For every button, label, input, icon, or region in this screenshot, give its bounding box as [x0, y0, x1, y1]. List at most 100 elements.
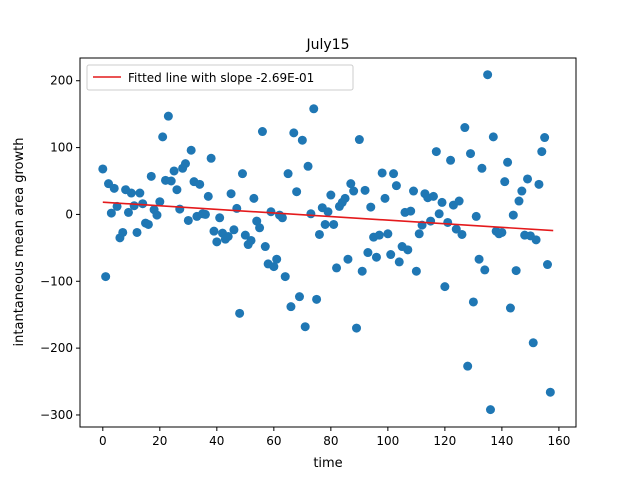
data-point: [183, 215, 193, 225]
data-point: [320, 219, 330, 229]
data-point: [280, 272, 290, 282]
data-point: [277, 213, 287, 223]
data-point: [386, 250, 396, 260]
data-point: [118, 227, 128, 237]
data-point: [354, 135, 364, 145]
data-point: [326, 190, 336, 200]
data-point: [454, 196, 464, 206]
y-tick-label: −100: [40, 274, 73, 288]
data-point: [332, 263, 342, 273]
x-axis-label: time: [313, 456, 342, 471]
data-point: [195, 179, 205, 189]
data-point: [505, 303, 515, 313]
data-point: [514, 196, 524, 206]
data-point: [169, 166, 179, 176]
data-point: [314, 229, 324, 239]
data-point: [434, 209, 444, 219]
legend-label: Fitted line with slope -2.69E-01: [128, 71, 314, 85]
data-point: [477, 163, 487, 173]
data-points: [98, 70, 555, 415]
y-tick-label: −200: [40, 341, 73, 355]
data-point: [531, 235, 541, 245]
data-point: [257, 127, 267, 137]
data-point: [109, 183, 119, 193]
data-point: [132, 227, 142, 237]
data-point: [272, 254, 282, 264]
y-tick-label: 100: [50, 141, 73, 155]
data-point: [101, 272, 111, 282]
data-point: [457, 229, 467, 239]
data-point: [226, 189, 236, 199]
data-point: [537, 147, 547, 157]
data-point: [409, 186, 419, 196]
data-point: [152, 210, 162, 220]
data-point: [215, 213, 225, 223]
data-point: [135, 188, 145, 198]
data-point: [163, 111, 173, 121]
legend-box: [86, 64, 354, 91]
x-tick-label: 20: [152, 434, 167, 448]
data-point: [269, 262, 279, 272]
data-point: [488, 132, 498, 142]
data-point: [294, 292, 304, 302]
data-point: [206, 153, 216, 163]
data-point: [374, 230, 384, 240]
data-point: [480, 265, 490, 275]
data-point: [172, 185, 182, 195]
data-point: [426, 216, 436, 226]
x-tick-label: 60: [266, 434, 281, 448]
data-point: [446, 155, 456, 165]
data-point: [391, 181, 401, 191]
data-point: [249, 193, 259, 203]
data-point: [329, 219, 339, 229]
data-point: [138, 199, 148, 209]
x-tick-label: 140: [490, 434, 513, 448]
data-point: [166, 176, 176, 186]
y-tick-label: 0: [65, 207, 73, 221]
data-point: [406, 206, 416, 216]
data-point: [309, 104, 319, 114]
data-point: [437, 197, 447, 207]
y-axis-label: intantaneous mean area growth: [12, 138, 27, 347]
x-tick-label: 0: [99, 434, 107, 448]
data-point: [471, 211, 481, 221]
data-point: [112, 201, 122, 211]
data-point: [371, 252, 381, 262]
data-point: [443, 217, 453, 227]
data-point: [360, 185, 370, 195]
data-point: [306, 209, 316, 219]
data-point: [237, 169, 247, 179]
x-tick-label: 120: [433, 434, 456, 448]
data-point: [483, 70, 493, 80]
data-point: [126, 188, 136, 198]
data-point: [123, 207, 133, 217]
data-point: [212, 237, 222, 247]
data-point: [352, 323, 362, 333]
data-point: [528, 338, 538, 348]
data-point: [300, 322, 310, 332]
data-point: [497, 227, 507, 237]
data-point: [357, 266, 367, 276]
legend: Fitted line with slope -2.69E-01: [86, 64, 354, 91]
data-point: [517, 186, 527, 196]
data-point: [158, 132, 168, 142]
data-point: [155, 197, 165, 207]
data-point: [186, 145, 196, 155]
data-point: [542, 260, 552, 270]
plot-frame: [79, 57, 577, 428]
y-axis-ticks: −300 −200 −100 0 100 200: [40, 74, 80, 422]
data-point: [343, 254, 353, 264]
data-point: [468, 297, 478, 307]
chart-title: July15: [306, 37, 350, 53]
data-point: [289, 128, 299, 138]
data-point: [346, 179, 356, 189]
data-point: [460, 123, 470, 133]
data-point: [297, 135, 307, 145]
data-point: [246, 235, 256, 245]
data-point: [286, 302, 296, 312]
data-point: [323, 207, 333, 217]
x-tick-label: 160: [547, 434, 570, 448]
data-point: [266, 207, 276, 217]
data-point: [303, 161, 313, 171]
